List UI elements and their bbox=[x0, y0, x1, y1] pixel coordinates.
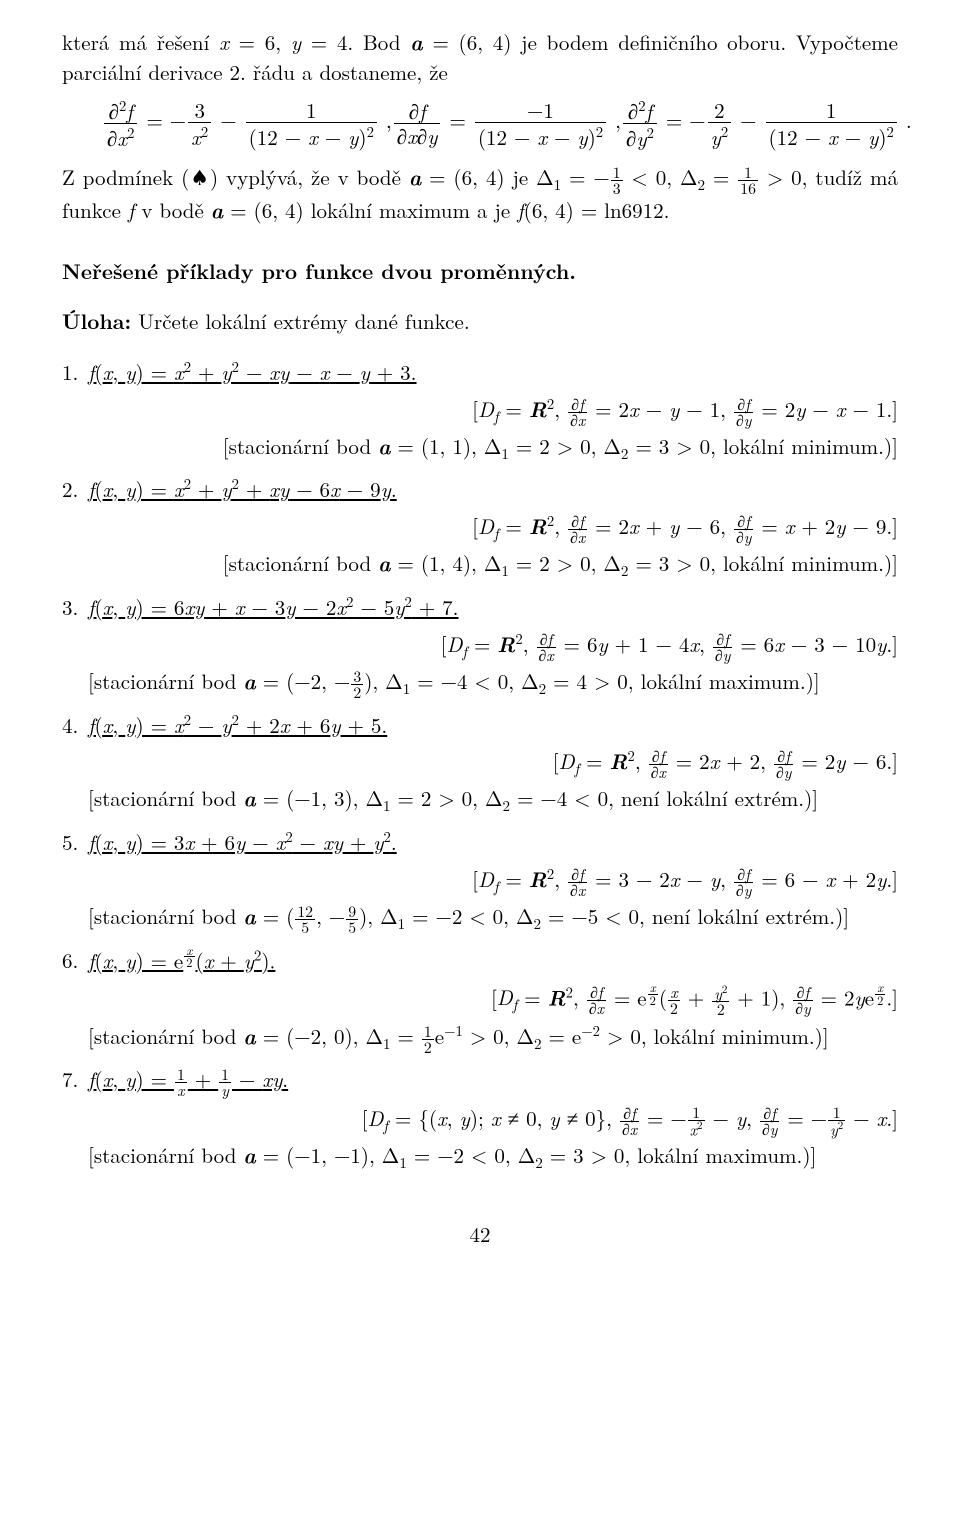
exercise-3-ans-1: [Df = R2, ∂f∂x = 6y + 1 − 4x, ∂f∂y = 6x … bbox=[62, 629, 898, 663]
exercise-5-ans-1: [Df = R2, ∂f∂x = 3 − 2x − y, ∂f∂y = 6 − … bbox=[62, 864, 898, 898]
section-heading: Neřešené příklady pro funkce dvou proměn… bbox=[62, 257, 898, 287]
exercise-item-6: 6.f(x, y) = ex2(x + y2). [Df = R2, ∂f∂x … bbox=[62, 945, 898, 1055]
exercise-2-ans-1: [Df = R2, ∂f∂x = 2x + y − 6, ∂f∂y = x + … bbox=[62, 511, 898, 545]
exercise-item-1: 1.f(x, y) = x2 + y2 − xy − x − y + 3. [D… bbox=[62, 357, 898, 464]
exercise-1-ans-2: [stacionární bod a = (1, 1), Δ1 = 2 > 0,… bbox=[62, 432, 898, 465]
exercise-4-ans-1: [Df = R2, ∂f∂x = 2x + 2, ∂f∂y = 2y − 6.] bbox=[62, 746, 898, 780]
exercise-2-ans-2: [stacionární bod a = (1, 4), Δ1 = 2 > 0,… bbox=[62, 549, 898, 582]
exercise-item-7: 7.f(x, y) = 1x + 1y − xy. [Df = {(x, y);… bbox=[62, 1065, 898, 1174]
intro-paragraph-2: Z podmínek (♠) vyplývá, že v bodě a = (6… bbox=[62, 163, 898, 226]
exercise-3-ans-2: [stacionární bod a = (−2, −32), Δ1 = −4 … bbox=[62, 667, 898, 700]
exercise-item-5: 5.f(x, y) = 3x + 6y − x2 − xy + y2. [Df … bbox=[62, 827, 898, 935]
exercise-item-3: 3.f(x, y) = 6xy + x − 3y − 2x2 − 5y2 + 7… bbox=[62, 592, 898, 700]
exercise-item-2: 2.f(x, y) = x2 + y2 + xy − 6x − 9y. [Df … bbox=[62, 474, 898, 581]
exercise-1-ans-1: [Df = R2, ∂f∂x = 2x − y − 1, ∂f∂y = 2y −… bbox=[62, 394, 898, 428]
exercise-6-ans-2: [stacionární bod a = (−2, 0), Δ1 = 12e−1… bbox=[62, 1021, 898, 1055]
task-line: Úloha: Určete lokální extrémy dané funkc… bbox=[62, 307, 898, 337]
exercise-7-ans-2: [stacionární bod a = (−1, −1), Δ1 = −2 <… bbox=[62, 1141, 898, 1174]
second-derivative-row: ∂2f∂x2 = −3x2 − 1(12 − x − y)2 , ∂f∂x∂y … bbox=[102, 98, 858, 149]
exercise-5-ans-2: [stacionární bod a = (125, −95), Δ1 = −2… bbox=[62, 902, 898, 935]
intro-paragraph-1: která má řešení x = 6, y = 4. Bod a = (6… bbox=[62, 28, 898, 88]
exercise-7-ans-1: [Df = {(x, y); x ≠ 0, y ≠ 0}, ∂f∂x = −1x… bbox=[62, 1104, 898, 1138]
page-number: 42 bbox=[62, 1220, 898, 1250]
exercise-item-4: 4.f(x, y) = x2 − y2 + 2x + 6y + 5. [Df =… bbox=[62, 710, 898, 817]
exercise-list: 1.f(x, y) = x2 + y2 − xy − x − y + 3. [D… bbox=[62, 357, 898, 1174]
exercise-6-ans-1: [Df = R2, ∂f∂x = ex2(x2 + y22 + 1), ∂f∂y… bbox=[62, 982, 898, 1017]
exercise-4-ans-2: [stacionární bod a = (−1, 3), Δ1 = 2 > 0… bbox=[62, 784, 898, 817]
